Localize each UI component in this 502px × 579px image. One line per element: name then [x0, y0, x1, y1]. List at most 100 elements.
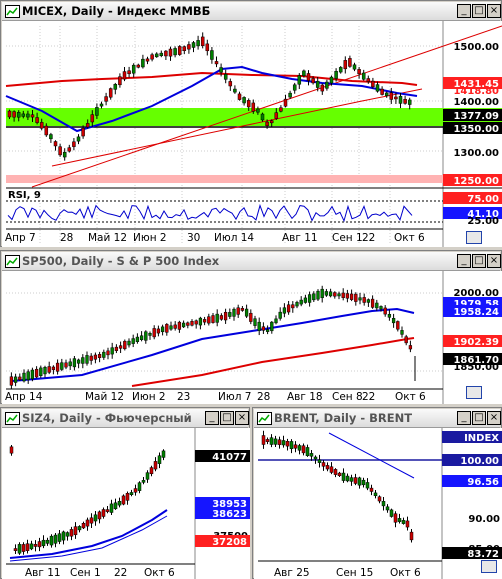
- minimize-button[interactable]: _: [205, 411, 219, 425]
- micex-candle: [145, 58, 150, 62]
- micex-candle: [320, 84, 325, 92]
- brent-candle: [397, 518, 402, 522]
- micex-candle: [242, 97, 246, 104]
- sp500-candle: [261, 326, 266, 331]
- siz4-candle: [117, 501, 122, 506]
- sp500-candle: [144, 331, 148, 341]
- micex-candle: [306, 73, 311, 81]
- siz4-candle: [149, 467, 154, 475]
- maximize-button[interactable]: □: [220, 411, 234, 425]
- sp500-candle: [215, 313, 219, 323]
- sp500-candle: [118, 345, 123, 349]
- micex-candle: [16, 112, 21, 118]
- siz4-candle: [61, 531, 66, 541]
- sp500-x-tick-label: 22: [362, 391, 375, 403]
- siz4-candle: [161, 450, 166, 458]
- sp500-candle: [102, 351, 106, 358]
- micex-price-label: 1500.00: [453, 42, 499, 53]
- micex-x-tick-label: 28: [60, 232, 73, 244]
- micex-x-tick-label: Сен 1: [332, 232, 363, 244]
- sp500-candle: [43, 366, 47, 375]
- sp500-candle: [358, 297, 362, 301]
- minimize-button[interactable]: _: [457, 4, 471, 18]
- micex-candle: [403, 98, 407, 104]
- close-button[interactable]: ×: [487, 4, 501, 18]
- brent-candle: [401, 520, 406, 524]
- siz4-title-bar[interactable]: SIZ4, Daily - Фьючерсный к _ □ ×: [2, 409, 249, 428]
- brent-candle: [357, 477, 362, 486]
- sp500-price-label: 1958.24: [453, 307, 499, 318]
- brent-candle: [321, 462, 326, 467]
- siz4-candle: [21, 544, 26, 552]
- siz4-candle: [141, 480, 146, 483]
- rsi-value-label: 25.00: [467, 216, 499, 227]
- minimize-button[interactable]: _: [457, 254, 471, 268]
- micex-candle: [141, 58, 145, 68]
- micex-candle: [85, 123, 90, 128]
- sp500-chart-window: SP500, Daily - S & P 500 Index _ □ × 200…: [0, 250, 502, 404]
- sp500-candle: [236, 307, 240, 315]
- micex-x-tick-label: 22: [362, 232, 375, 244]
- sp500-candle: [228, 312, 232, 317]
- maximize-button[interactable]: □: [472, 254, 486, 268]
- close-button[interactable]: ×: [487, 411, 501, 425]
- micex-candle: [233, 88, 237, 93]
- brent-candle: [277, 439, 282, 445]
- brent-window-title: BRENT, Daily - BRENT: [274, 411, 413, 425]
- brent-price-label: 100.00: [460, 456, 499, 467]
- micex-candle: [30, 114, 35, 118]
- micex-candle: [375, 84, 380, 92]
- sp500-candle: [316, 290, 320, 300]
- sp500-candle: [190, 321, 194, 326]
- sp500-candle: [85, 355, 89, 364]
- micex-candle: [58, 146, 62, 156]
- minimize-button[interactable]: _: [457, 411, 471, 425]
- sp500-candle: [13, 376, 18, 383]
- sp500-candle: [198, 317, 203, 326]
- brent-x-tick-label: Авг 25: [274, 567, 310, 579]
- micex-candle: [196, 40, 200, 47]
- brent-candle: [349, 477, 354, 482]
- siz4-price-label: 41077: [212, 452, 247, 463]
- siz4-candle: [105, 509, 110, 512]
- brent-price-label: 96.56: [467, 477, 499, 488]
- micex-candle: [288, 92, 292, 98]
- micex-scroll-button[interactable]: [466, 231, 482, 244]
- brent-title-bar[interactable]: BRENT, Daily - BRENT _ □ ×: [254, 409, 501, 428]
- sp500-scroll-button[interactable]: [466, 386, 482, 399]
- close-button[interactable]: ×: [235, 411, 249, 425]
- sp500-x-tick-label: 23: [177, 391, 190, 403]
- sp500-candle: [391, 318, 396, 324]
- sp500-title-bar[interactable]: SP500, Daily - S & P 500 Index _ □ ×: [2, 252, 501, 271]
- sp500-x-tick-label: Авг 18: [287, 391, 323, 403]
- micex-x-tick-label: Апр 7: [5, 232, 36, 244]
- siz4-x-tick-label: Окт 6: [144, 567, 175, 579]
- siz4-candle: [137, 482, 142, 491]
- micex-title-bar[interactable]: MICEX, Daily - Индекс ММВБ _ □ ×: [2, 2, 501, 21]
- micex-price-label: 1431.45: [453, 79, 499, 90]
- micex-candle: [407, 99, 412, 105]
- siz4-candle: [145, 472, 150, 480]
- siz4-candle: [97, 511, 102, 520]
- brent-candle: [281, 440, 286, 446]
- close-button[interactable]: ×: [487, 254, 501, 268]
- brent-chart-window: BRENT, Daily - BRENT _ □ × INDEX 100.00 96…: [252, 407, 502, 579]
- brent-scroll-button[interactable]: [481, 560, 497, 573]
- sp500-candle: [202, 319, 207, 323]
- sp500-candle: [223, 311, 228, 321]
- sp500-candle: [278, 311, 282, 319]
- siz4-candle: [73, 526, 78, 536]
- sp500-candle: [30, 369, 35, 380]
- maximize-button[interactable]: □: [472, 411, 486, 425]
- micex-window-title: MICEX, Daily - Индекс ММВБ: [22, 4, 211, 18]
- micex-candle: [210, 50, 214, 60]
- sp500-candle: [404, 336, 408, 344]
- micex-candle: [380, 88, 384, 95]
- micex-candle: [90, 114, 95, 123]
- sp500-price-label: 2000.00: [453, 288, 499, 299]
- maximize-button[interactable]: □: [472, 4, 486, 18]
